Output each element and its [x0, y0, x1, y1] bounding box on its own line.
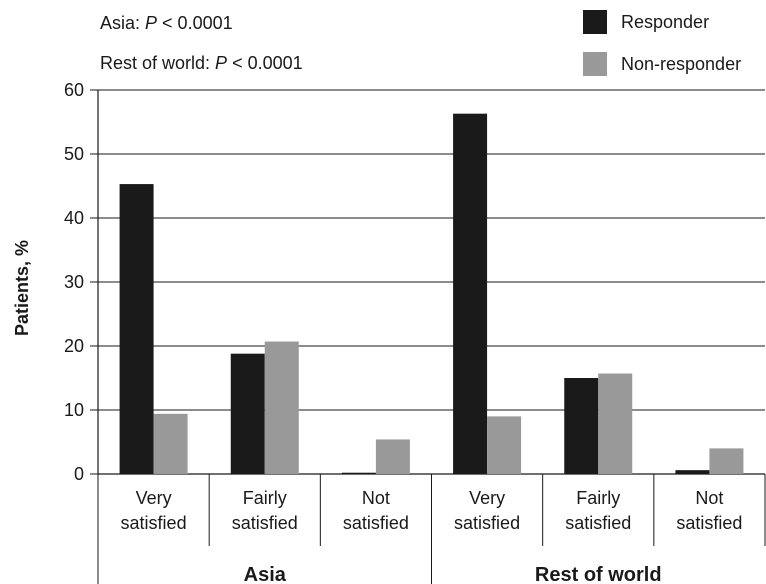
bar-responder — [341, 472, 376, 474]
y-tick-label: 20 — [64, 336, 84, 356]
x-tick-label: satisfied — [343, 513, 409, 533]
x-tick-label: Very — [469, 488, 505, 508]
legend-item-nonresponder: Non-responder — [583, 52, 741, 76]
x-tick-label: Not — [695, 488, 723, 508]
bar-nonresponder — [709, 448, 744, 474]
bar-nonresponder — [487, 416, 522, 474]
legend-label-nonresponder: Non-responder — [621, 53, 742, 74]
bar-responder — [230, 353, 265, 474]
x-tick-label: satisfied — [121, 513, 187, 533]
y-axis-label: Patients, % — [12, 240, 32, 336]
annotation-asia-p: P — [145, 13, 158, 33]
x-tick-label: Not — [362, 488, 390, 508]
annotation-asia-prefix: Asia: — [100, 13, 146, 33]
annotation-asia-p-value: Asia: P < 0.0001 — [100, 13, 233, 33]
annotation-row-prefix: Rest of world: — [100, 53, 216, 73]
annotation-row-p: P — [215, 53, 228, 73]
x-tick-label: Very — [136, 488, 172, 508]
bar-responder — [453, 113, 488, 475]
legend-swatch-responder — [583, 10, 607, 34]
bar-nonresponder — [598, 373, 633, 474]
x-tick-label: satisfied — [232, 513, 298, 533]
annotation-asia-suffix: < 0.0001 — [157, 13, 233, 33]
x-tick-label: satisfied — [454, 513, 520, 533]
x-tick-label: satisfied — [676, 513, 742, 533]
legend-swatch-nonresponder — [583, 52, 607, 76]
y-tick-label: 60 — [64, 80, 84, 100]
x-tick-label: satisfied — [565, 513, 631, 533]
bar-responder — [675, 470, 710, 474]
y-tick-label: 30 — [64, 272, 84, 292]
bar-responder — [564, 378, 599, 474]
group-label: Rest of world — [535, 564, 662, 584]
bar-responder — [119, 184, 154, 474]
annotation-row-suffix: < 0.0001 — [227, 53, 303, 73]
bar-nonresponder — [153, 413, 188, 474]
legend-label-responder: Responder — [621, 11, 710, 32]
annotation-row-p-value: Rest of world: P < 0.0001 — [100, 53, 303, 73]
y-tick-label: 0 — [74, 464, 84, 484]
y-tick-label: 40 — [64, 208, 84, 228]
bar-nonresponder — [264, 341, 299, 474]
x-tick-label: Fairly — [576, 488, 620, 508]
legend-item-responder: Responder — [583, 10, 709, 34]
bar-nonresponder — [375, 439, 410, 474]
y-tick-label: 50 — [64, 144, 84, 164]
x-tick-label: Fairly — [243, 488, 287, 508]
group-label: Asia — [244, 564, 287, 584]
y-tick-label: 10 — [64, 400, 84, 420]
